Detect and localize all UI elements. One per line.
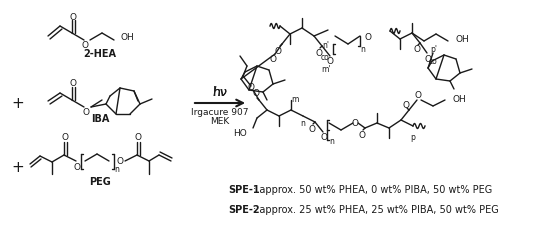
Text: 2-HEA: 2-HEA bbox=[84, 49, 117, 59]
Text: p': p' bbox=[431, 45, 437, 54]
Text: O: O bbox=[316, 49, 322, 58]
Text: O: O bbox=[327, 57, 333, 66]
Text: OH: OH bbox=[455, 34, 469, 43]
Text: O: O bbox=[74, 162, 80, 171]
Text: O: O bbox=[415, 91, 421, 100]
Text: SPE-1: SPE-1 bbox=[228, 184, 260, 194]
Text: O: O bbox=[252, 89, 260, 98]
Text: O: O bbox=[81, 41, 89, 50]
Text: n: n bbox=[114, 165, 119, 174]
Text: O: O bbox=[69, 79, 76, 88]
Text: O: O bbox=[117, 157, 124, 166]
Text: : approx. 50 wt% PHEA, 0 wt% PIBA, 50 wt% PEG: : approx. 50 wt% PHEA, 0 wt% PIBA, 50 wt… bbox=[253, 184, 492, 194]
Text: OH: OH bbox=[120, 32, 134, 41]
Text: O: O bbox=[414, 45, 421, 54]
Text: OH: OH bbox=[452, 94, 466, 103]
Text: Irgacure 907: Irgacure 907 bbox=[191, 108, 249, 117]
Text: O: O bbox=[69, 12, 76, 21]
Text: : approx. 25 wt% PHEA, 25 wt% PIBA, 50 wt% PEG: : approx. 25 wt% PHEA, 25 wt% PIBA, 50 w… bbox=[253, 204, 499, 214]
Text: +: + bbox=[12, 96, 24, 111]
Text: m': m' bbox=[321, 64, 331, 73]
Text: MEK: MEK bbox=[211, 117, 230, 126]
Text: HO: HO bbox=[233, 129, 247, 138]
Text: O: O bbox=[351, 119, 359, 128]
Text: PEG: PEG bbox=[89, 176, 111, 186]
Text: hν: hν bbox=[212, 85, 228, 98]
Text: O: O bbox=[365, 32, 371, 41]
Text: m: m bbox=[292, 94, 299, 103]
Text: O: O bbox=[82, 108, 90, 117]
Text: O: O bbox=[270, 55, 277, 64]
Text: p: p bbox=[410, 132, 415, 141]
Text: IBA: IBA bbox=[91, 113, 109, 123]
Text: co: co bbox=[428, 57, 437, 66]
Text: n': n' bbox=[322, 40, 329, 49]
Text: O: O bbox=[248, 82, 255, 91]
Text: O: O bbox=[309, 125, 316, 134]
Text: n: n bbox=[329, 136, 334, 145]
Text: +: + bbox=[12, 159, 24, 174]
Text: O: O bbox=[359, 131, 366, 140]
Text: n: n bbox=[300, 119, 305, 128]
Text: n: n bbox=[361, 44, 365, 53]
Text: O: O bbox=[274, 47, 282, 56]
Text: O: O bbox=[425, 54, 432, 63]
Text: SPE-2: SPE-2 bbox=[228, 204, 260, 214]
Text: hν: hν bbox=[212, 85, 228, 98]
Text: O: O bbox=[62, 133, 69, 142]
Text: O: O bbox=[135, 133, 141, 142]
Text: O: O bbox=[321, 133, 327, 142]
Text: O: O bbox=[403, 101, 410, 110]
Text: co: co bbox=[321, 52, 329, 61]
